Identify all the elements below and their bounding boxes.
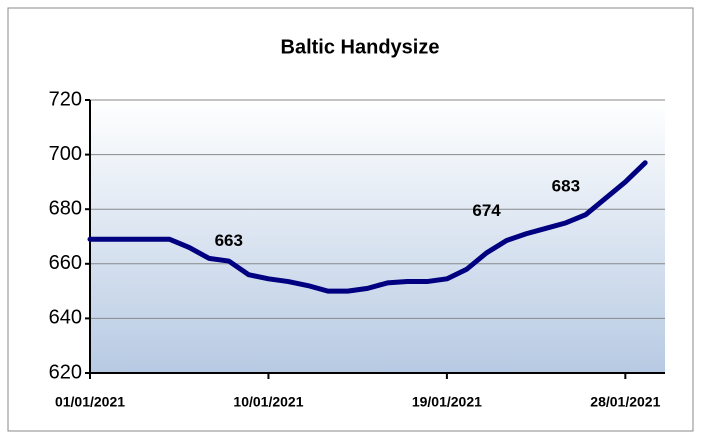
plot-area [90, 100, 665, 373]
line-series [87, 160, 648, 294]
x-tick-label: 10/01/2021 [233, 394, 303, 410]
y-tick-label: 680 [49, 197, 82, 219]
x-tick-label: 01/01/2021 [55, 394, 125, 410]
y-tick-label: 700 [49, 143, 82, 165]
y-tick-label: 660 [49, 252, 82, 274]
y-tick-label: 620 [49, 361, 82, 383]
y-tick-label: 640 [49, 307, 82, 329]
x-tick-label: 28/01/2021 [590, 394, 660, 410]
annotation: 683 [552, 176, 580, 195]
chart-title: Baltic Handysize [281, 36, 440, 58]
y-tick-label: 720 [49, 88, 82, 110]
annotation: 663 [215, 231, 243, 250]
x-tick-label: 19/01/2021 [412, 394, 482, 410]
annotation: 674 [472, 201, 501, 220]
